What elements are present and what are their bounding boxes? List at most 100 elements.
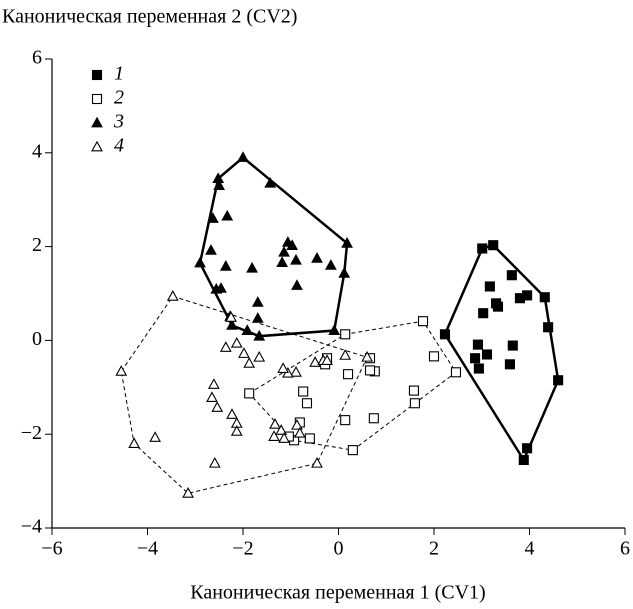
point [251, 312, 264, 323]
point [238, 347, 250, 358]
point [276, 256, 289, 267]
point [539, 292, 550, 303]
point [225, 311, 237, 322]
point [481, 349, 493, 360]
point [290, 253, 302, 265]
legend-label: 1 [114, 63, 124, 85]
point [128, 437, 141, 448]
point [278, 245, 290, 257]
legend-marker [91, 93, 103, 105]
point [478, 308, 489, 319]
point [206, 391, 218, 403]
point [298, 386, 309, 397]
point [219, 260, 232, 271]
point [340, 329, 351, 340]
point [304, 433, 315, 444]
point [213, 179, 226, 191]
point [470, 353, 481, 364]
point [473, 363, 484, 374]
point [221, 209, 234, 221]
point [237, 151, 249, 162]
point [226, 319, 238, 330]
point [324, 259, 337, 270]
y-tick-label: −4 [21, 516, 42, 538]
y-tick-label: −2 [21, 422, 42, 444]
point [230, 336, 243, 348]
point [553, 375, 564, 386]
x-tick-label: −2 [232, 538, 253, 560]
point [506, 270, 517, 281]
point [291, 419, 303, 430]
point [368, 413, 379, 424]
point [243, 357, 256, 368]
point [293, 426, 306, 438]
legend-label: 4 [114, 135, 124, 157]
y-tick-label: 4 [32, 140, 42, 162]
point [311, 252, 323, 263]
point [340, 415, 351, 426]
point [182, 487, 194, 498]
hull [248, 320, 457, 451]
point [208, 457, 221, 468]
point [253, 351, 266, 362]
point [241, 324, 254, 335]
legend-label: 3 [113, 111, 124, 133]
point [507, 340, 518, 351]
point [275, 424, 288, 435]
point [278, 432, 290, 443]
y-tick-label: 2 [32, 234, 42, 256]
point [149, 431, 162, 442]
point [251, 296, 264, 307]
point [338, 267, 351, 278]
point [364, 365, 376, 376]
point [522, 290, 533, 301]
point [282, 236, 294, 247]
point [115, 365, 128, 376]
y-tick-label: 0 [32, 328, 42, 350]
point [264, 177, 277, 188]
point [268, 430, 280, 441]
point [301, 398, 313, 409]
x-tick-label: 0 [334, 538, 344, 560]
point [472, 339, 483, 350]
x-tick-label: −6 [41, 538, 62, 560]
point [484, 281, 495, 292]
point [207, 378, 220, 389]
point [347, 445, 358, 456]
point [230, 425, 243, 436]
x-tick-label: 6 [620, 538, 630, 560]
point [269, 418, 281, 429]
point [277, 362, 289, 373]
point [518, 454, 529, 466]
legend-marker [91, 69, 103, 81]
point [309, 356, 321, 367]
x-tick-label: 4 [525, 538, 535, 560]
point [328, 324, 341, 335]
x-axis-label: Каноническая переменная 1 (CV1) [190, 582, 485, 604]
point [543, 322, 554, 333]
point [290, 366, 302, 377]
point [194, 256, 206, 268]
legend-marker [91, 116, 103, 128]
point [166, 290, 179, 301]
point [408, 385, 419, 396]
point [339, 349, 352, 360]
point [253, 329, 266, 341]
point [207, 212, 219, 223]
point [291, 279, 303, 290]
point [219, 341, 232, 352]
point [226, 408, 238, 419]
x-tick-label: 2 [429, 538, 439, 560]
point [492, 301, 504, 312]
hull [443, 243, 560, 463]
point [205, 244, 217, 255]
point [210, 283, 223, 294]
legend-label: 2 [114, 87, 124, 109]
point [321, 354, 333, 365]
point [450, 367, 462, 378]
point [244, 388, 255, 399]
x-tick-label: −4 [137, 538, 158, 560]
y-axis-label: Каноническая переменная 2 (CV2) [2, 6, 297, 28]
point [311, 457, 323, 468]
point [211, 401, 224, 412]
